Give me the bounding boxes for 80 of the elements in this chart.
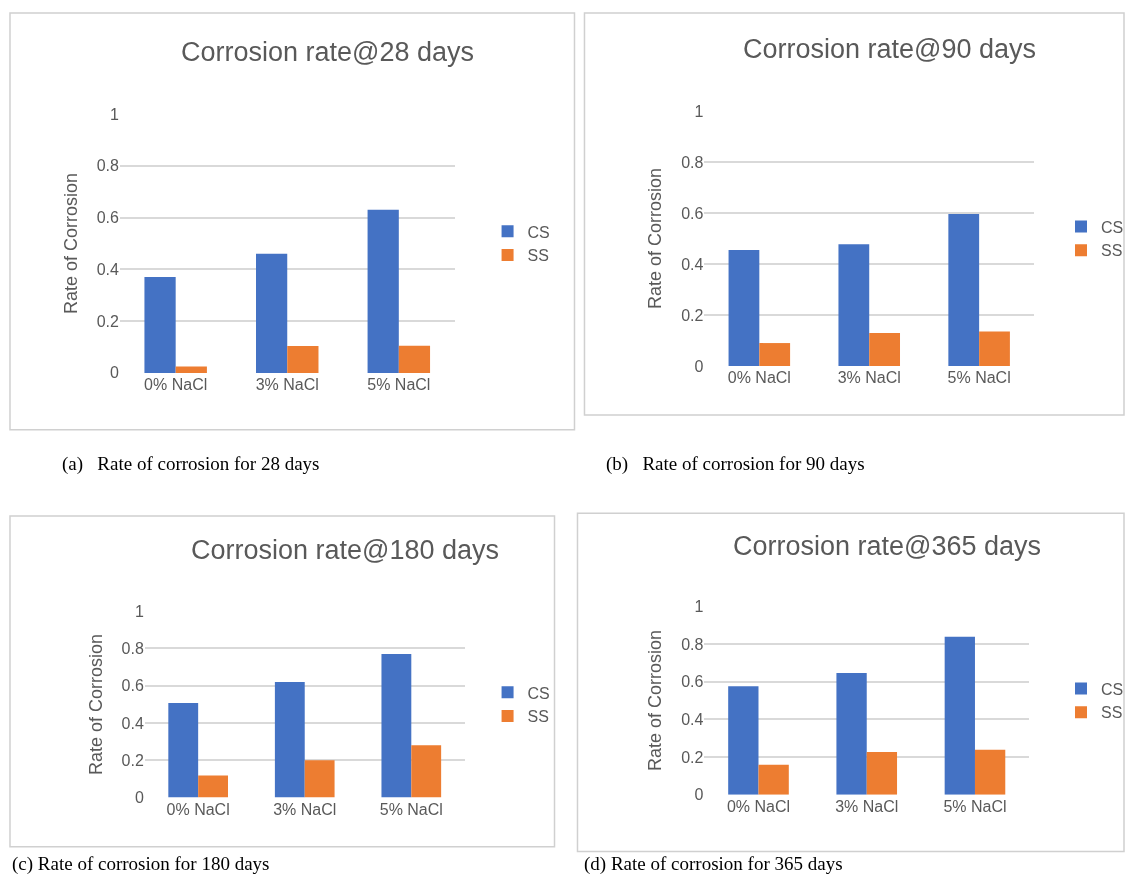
bar	[948, 214, 980, 367]
x-tick-label: 0% NaCl	[726, 797, 791, 815]
y-axis-title: Rate of Corrosion	[645, 167, 666, 310]
bar	[198, 775, 228, 798]
bar	[398, 345, 431, 373]
y-tick-label: 1	[694, 102, 704, 120]
y-tick-label: 0.6	[681, 673, 704, 691]
bar	[287, 345, 319, 373]
bar	[175, 366, 207, 373]
chart-title: Corrosion rate@365 days	[733, 531, 1042, 561]
y-tick-label: 0.8	[121, 640, 144, 658]
bar	[758, 764, 789, 795]
x-tick-label: 5% NaCl	[367, 375, 431, 393]
y-tick-label: 0.8	[96, 157, 119, 175]
y-tick-label: 0.8	[681, 153, 704, 171]
y-tick-label: 0.4	[681, 255, 704, 273]
legend-label: CS	[527, 223, 550, 241]
legend-label: CS	[1101, 218, 1124, 236]
bar	[367, 209, 399, 373]
chart-title: Corrosion rate@28 days	[181, 37, 475, 67]
legend-label: SS	[527, 247, 549, 265]
y-tick-label: 0.4	[96, 260, 119, 278]
bar	[869, 333, 901, 367]
bar	[836, 672, 867, 795]
chart-title: Corrosion rate@90 days	[743, 34, 1037, 64]
y-tick-label: 0	[694, 357, 704, 375]
x-tick-label: 5% NaCl	[379, 800, 443, 818]
y-axis-title: Rate of Corrosion	[60, 172, 81, 314]
bar	[979, 331, 1010, 367]
y-tick-label: 0.4	[681, 710, 704, 728]
y-tick-label: 0	[694, 786, 704, 804]
text: (c) Rate of corrosion for 180 days	[12, 853, 270, 875]
y-tick-label: 1	[109, 105, 119, 123]
legend-label: SS	[1101, 242, 1123, 260]
bar	[728, 249, 760, 367]
bar	[256, 253, 288, 373]
x-tick-label: 5% NaCl	[943, 797, 1007, 815]
y-tick-label: 1	[134, 602, 144, 620]
bar	[759, 343, 791, 367]
y-tick-label: 0.2	[681, 306, 704, 324]
bar	[381, 654, 412, 798]
y-tick-label: 0	[109, 364, 119, 382]
y-axis-title: Rate of Corrosion	[85, 633, 106, 775]
y-tick-label: 0.2	[96, 312, 119, 330]
y-axis-title: Rate of Corrosion	[645, 629, 666, 772]
bar	[168, 702, 199, 798]
y-tick-label: 1	[694, 597, 704, 615]
y-tick-label: 0	[134, 789, 144, 807]
bar	[144, 277, 176, 373]
bar	[304, 760, 335, 798]
bar	[411, 745, 442, 798]
y-tick-label: 0.2	[121, 751, 144, 769]
x-tick-label: 3% NaCl	[273, 800, 337, 818]
legend-label: SS	[527, 708, 549, 726]
y-tick-label: 0.6	[681, 204, 704, 222]
x-tick-label: 3% NaCl	[835, 797, 899, 815]
bar	[838, 244, 870, 367]
bar	[974, 749, 1006, 795]
y-tick-label: 0.8	[681, 635, 704, 653]
legend-label: CS	[527, 684, 550, 702]
bar	[728, 686, 759, 795]
legend-label: SS	[1101, 704, 1123, 722]
x-tick-label: 0% NaCl	[166, 800, 230, 818]
y-tick-label: 0.6	[96, 209, 119, 227]
y-tick-label: 0.2	[681, 748, 704, 766]
bar	[944, 636, 975, 795]
text: (a) Rate of corrosion for 28 days	[62, 453, 320, 475]
x-tick-label: 3% NaCl	[255, 375, 319, 393]
chart-title: Corrosion rate@180 days	[191, 535, 500, 565]
y-tick-label: 0.4	[121, 714, 144, 732]
text: (d) Rate of corrosion for 365 days	[584, 853, 843, 875]
x-tick-label: 0% NaCl	[144, 375, 208, 393]
bar	[866, 752, 898, 795]
x-tick-label: 3% NaCl	[837, 369, 901, 387]
legend-label: CS	[1101, 680, 1124, 698]
bar	[274, 682, 305, 798]
y-tick-label: 0.6	[121, 677, 144, 695]
x-tick-label: 5% NaCl	[947, 369, 1011, 387]
x-tick-label: 0% NaCl	[727, 369, 791, 387]
text: (b) Rate of corrosion for 90 days	[606, 453, 865, 475]
